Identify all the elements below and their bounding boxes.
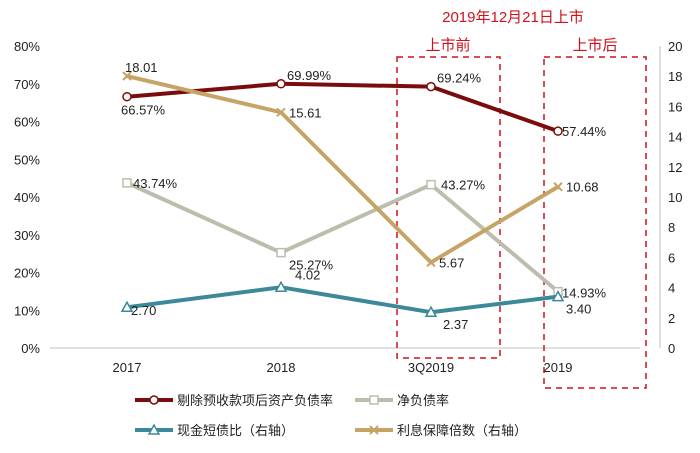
data-label: 3.40	[566, 302, 591, 317]
data-label: 5.67	[439, 255, 464, 270]
left-tick-label: 70%	[14, 77, 40, 92]
right-tick-label: 10	[668, 190, 682, 205]
left-tick-label: 10%	[14, 303, 40, 318]
series-line-3	[126, 74, 560, 265]
data-point-0-1	[276, 79, 286, 89]
left-tick-label: 80%	[14, 39, 40, 54]
left-tick-label: 50%	[14, 152, 40, 167]
right-tick-label: 2	[668, 311, 675, 326]
data-label: 10.68	[566, 180, 599, 195]
left-tick-label: 60%	[14, 115, 40, 130]
data-label: 57.44%	[562, 124, 607, 139]
x-tick-label: 3Q2019	[408, 360, 454, 375]
after-listing-box	[543, 56, 647, 389]
annotation-title: 2019年12月21日上市	[442, 9, 584, 26]
legend-marker-icon	[147, 423, 161, 435]
legend-label: 利息保障倍数（右轴）	[397, 423, 527, 438]
annotation-after: 上市后	[572, 37, 617, 54]
legend-marker-icon	[369, 425, 379, 435]
series-line-2	[126, 285, 559, 315]
data-point-2-1	[274, 280, 288, 293]
x-tick-label: 2019	[544, 360, 573, 375]
data-label: 14.93%	[562, 286, 607, 301]
right-tick-label: 4	[668, 281, 675, 296]
data-label: 2.70	[131, 303, 156, 318]
series-line-0	[126, 81, 559, 134]
right-tick-label: 20	[668, 39, 682, 54]
right-tick-label: 18	[668, 69, 682, 84]
legend-label: 剔除预收款项后资产负债率	[177, 393, 333, 408]
left-tick-label: 30%	[14, 228, 40, 243]
annotation-before: 上市前	[425, 37, 470, 54]
data-label: 2.37	[443, 317, 468, 332]
data-point-1-1	[276, 247, 286, 258]
series-line-1	[126, 181, 560, 294]
data-point-2-3	[551, 290, 565, 302]
right-tick-label: 8	[668, 220, 675, 235]
data-point-3-1	[276, 107, 286, 117]
data-point-3-2	[426, 257, 436, 268]
data-point-3-3	[553, 182, 563, 192]
left-tick-label: 40%	[14, 190, 40, 205]
data-label: 43.74%	[133, 176, 178, 191]
data-label: 4.02	[295, 267, 320, 282]
x-tick-label: 2017	[113, 360, 142, 375]
data-point-1-2	[426, 179, 436, 190]
data-point-0-3	[553, 126, 563, 136]
data-label: 69.99%	[287, 68, 332, 83]
right-tick-label: 14	[668, 130, 682, 145]
data-point-0-2	[426, 81, 436, 92]
data-point-2-2	[424, 305, 438, 317]
data-point-2-0	[120, 300, 134, 312]
data-label: 15.61	[289, 105, 322, 120]
legend-marker-icon	[149, 395, 159, 405]
before-listing-box	[396, 56, 501, 359]
data-label: 18.01	[125, 60, 158, 75]
x-tick-label: 2018	[267, 360, 296, 375]
data-label: 25.27%	[289, 258, 334, 273]
left-tick-label: 20%	[14, 266, 40, 281]
right-tick-label: 0	[668, 341, 675, 356]
right-tick-label: 12	[668, 160, 682, 175]
data-point-0-0	[122, 91, 132, 102]
legend-marker-icon	[369, 395, 379, 405]
data-label: 43.27%	[441, 178, 486, 193]
data-point-1-0	[122, 178, 132, 188]
data-point-3-0	[122, 71, 132, 81]
legend-label: 净负债率	[397, 393, 449, 408]
left-tick-label: 0%	[21, 341, 40, 356]
legend-label: 现金短债比（右轴）	[177, 423, 294, 438]
data-label: 66.57%	[121, 103, 166, 118]
right-tick-label: 6	[668, 250, 675, 265]
right-tick-label: 16	[668, 99, 682, 114]
data-label: 69.24%	[437, 71, 482, 86]
